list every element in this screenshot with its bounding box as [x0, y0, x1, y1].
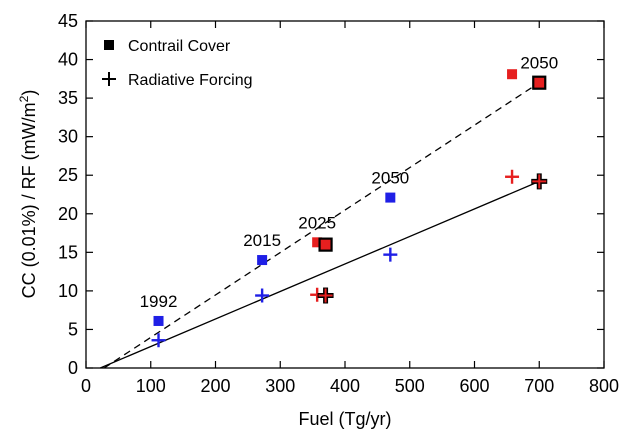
y-axis-label: CC (0.01%) / RF (mW/m2) [17, 90, 39, 299]
legend-label-contrail-cover: Contrail Cover [128, 38, 231, 55]
legend-label-radiative-forcing: Radiative Forcing [128, 72, 253, 89]
y-tick-label: 0 [68, 358, 78, 378]
legend-marker-square [104, 40, 114, 50]
x-tick-label: 400 [330, 376, 360, 396]
year-annotation: 2015 [243, 231, 281, 250]
fit-line-solid [99, 180, 540, 369]
year-annotation: 2025 [298, 213, 336, 232]
y-tick-label: 15 [58, 242, 78, 262]
data-point-square [385, 192, 396, 203]
data-point-square [318, 237, 333, 252]
year-annotation: 1992 [140, 292, 178, 311]
x-axis-label: Fuel (Tg/yr) [298, 409, 391, 429]
x-tick-label: 500 [395, 376, 425, 396]
legend: Contrail Cover Radiative Forcing [102, 38, 253, 89]
y-tick-label: 5 [68, 319, 78, 339]
data-point-square [257, 255, 268, 266]
x-tick-label: 700 [524, 376, 554, 396]
y-axis-label-end: ) [19, 90, 39, 96]
y-tick-label: 30 [58, 127, 78, 147]
y-tick-label: 25 [58, 165, 78, 185]
y-tick-label: 10 [58, 281, 78, 301]
y-tick-label: 40 [58, 50, 78, 70]
legend-marker-plus [102, 72, 116, 86]
fit-line-dashed [103, 82, 540, 369]
y-tick-label: 45 [58, 11, 78, 31]
year-annotation: 2050 [520, 54, 558, 73]
x-tick-label: 100 [136, 376, 166, 396]
x-tick-label: 300 [265, 376, 295, 396]
x-tick-label: 600 [459, 376, 489, 396]
data-point-square [507, 69, 518, 80]
x-tick-label: 200 [200, 376, 230, 396]
y-axis-label-main: CC (0.01%) / RF (mW/m [19, 102, 39, 298]
y-tick-label: 35 [58, 88, 78, 108]
year-annotation: 2050 [371, 169, 409, 188]
data-point-square [312, 237, 323, 248]
x-tick-label: 800 [589, 376, 619, 396]
y-axis-label-sup: 2 [17, 95, 31, 102]
data-point-square [532, 75, 547, 90]
data-point-square [153, 315, 164, 326]
y-tick-label: 20 [58, 204, 78, 224]
x-tick-label: 0 [81, 376, 91, 396]
